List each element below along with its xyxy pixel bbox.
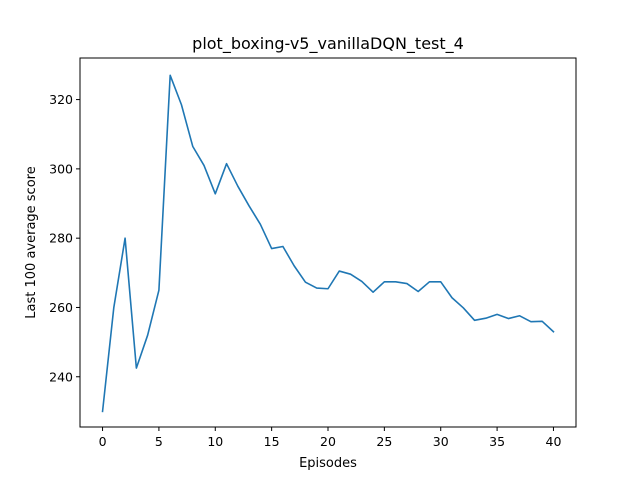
x-tick-label: 5 xyxy=(155,434,163,449)
x-tick-label: 10 xyxy=(207,434,223,449)
y-tick-label: 320 xyxy=(49,92,73,107)
y-tick-label: 240 xyxy=(49,369,73,384)
x-tick-label: 30 xyxy=(433,434,449,449)
x-tick-label: 25 xyxy=(376,434,392,449)
y-axis-label: Last 100 average score xyxy=(24,166,39,318)
x-tick-label: 40 xyxy=(546,434,562,449)
series-layer xyxy=(101,74,555,413)
y-tick-label: 280 xyxy=(49,231,73,246)
series-line-0 xyxy=(101,74,555,413)
x-axis-ticks: 0 5 10 15 20 25 30 35 40 xyxy=(99,427,562,449)
x-tick-label: 0 xyxy=(99,434,107,449)
x-tick-label: 35 xyxy=(489,434,505,449)
y-tick-label: 260 xyxy=(49,300,73,315)
x-axis-label: Episodes xyxy=(299,456,357,471)
chart-title: plot_boxing-v5_vanillaDQN_test_4 xyxy=(192,34,464,54)
x-tick-label: 20 xyxy=(320,434,336,449)
y-axis-ticks: 240 260 280 300 320 xyxy=(49,92,80,384)
y-tick-label: 300 xyxy=(49,161,73,176)
x-tick-label: 15 xyxy=(264,434,280,449)
